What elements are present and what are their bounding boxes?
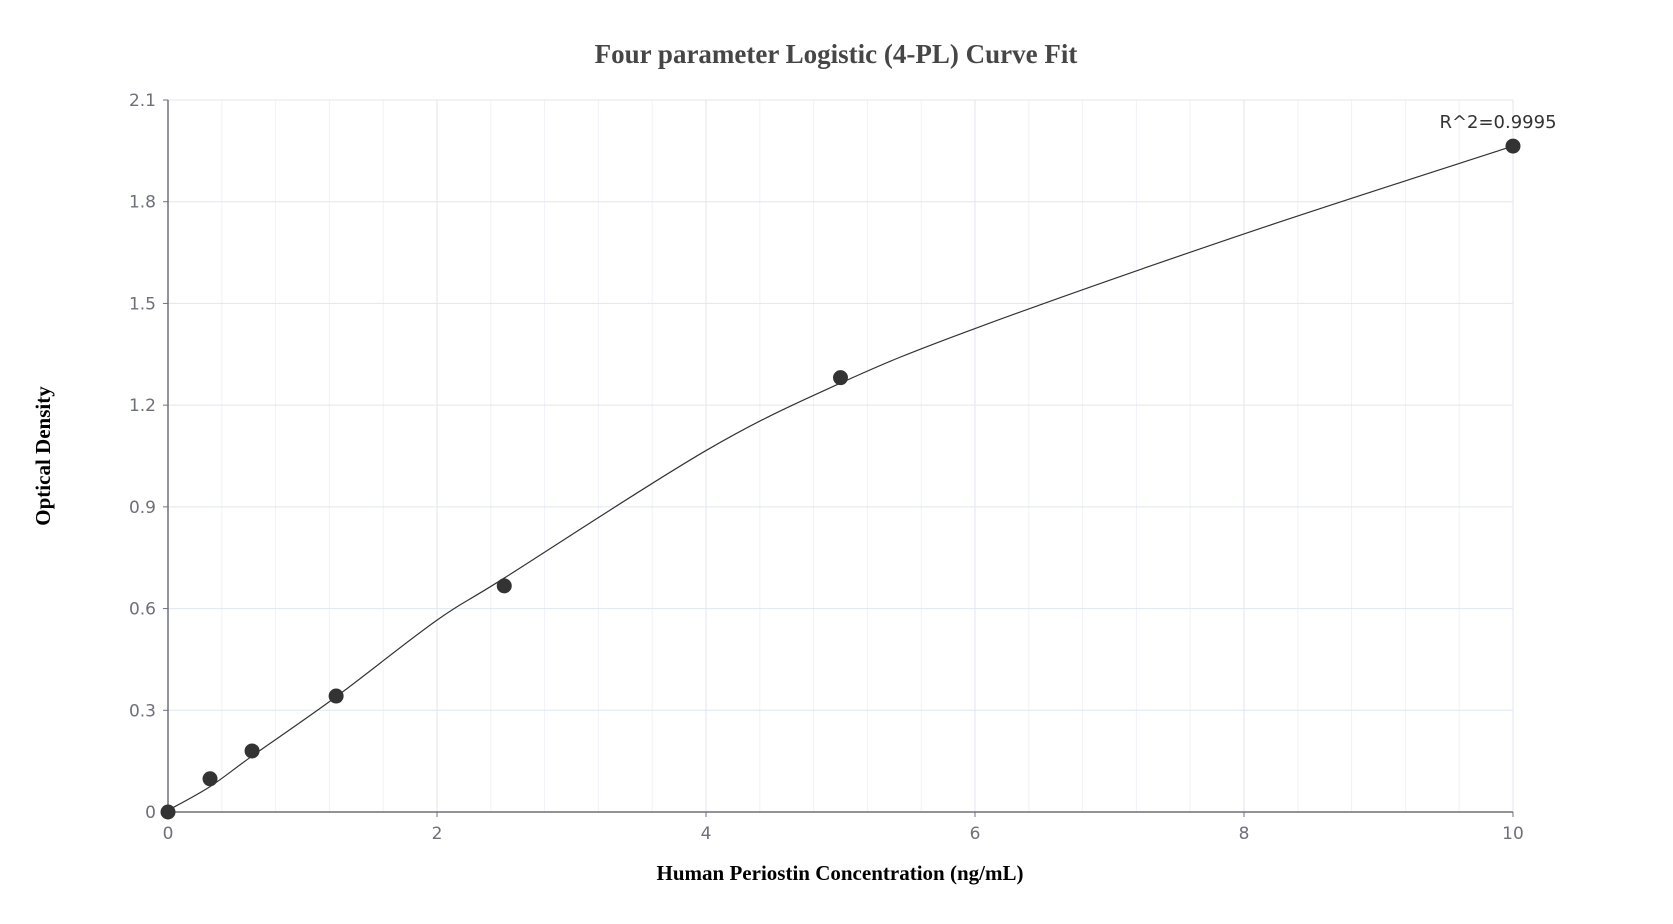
y-axis-title: Optical Density [31, 386, 55, 526]
x-tick-label: 10 [1502, 824, 1524, 844]
y-tick-label: 0.9 [129, 498, 156, 518]
data-point [1505, 138, 1521, 154]
y-tick-label: 0.3 [129, 701, 156, 721]
r-squared-annotation: R^2=0.9995 [1439, 112, 1556, 133]
fit-curve [167, 145, 1514, 811]
y-tick-label: 1.5 [129, 294, 156, 314]
data-point [328, 688, 344, 704]
y-tick-label: 0.6 [129, 600, 156, 620]
x-tick-label: 4 [701, 824, 712, 844]
y-tick-label: 0 [145, 803, 156, 823]
axes: 0 2 4 6 8 10 0 0.3 0.6 0.9 1.2 1.5 1.8 2.1 [129, 91, 1524, 844]
x-axis-title: Human Periostin Concentration (ng/mL) [657, 861, 1024, 885]
data-point [202, 771, 218, 787]
y-tick-label: 1.2 [129, 396, 156, 416]
x-tick-label: 6 [970, 824, 981, 844]
data-point [833, 370, 848, 386]
data-points [160, 138, 1521, 820]
data-point [160, 804, 176, 820]
x-tick-label: 0 [163, 824, 174, 844]
data-point [244, 743, 260, 759]
y-tick-label: 1.8 [129, 193, 156, 213]
grid [167, 99, 1514, 813]
x-tick-label: 8 [1239, 824, 1250, 844]
data-point [496, 578, 512, 594]
chart-title: Four parameter Logistic (4-PL) Curve Fit [595, 39, 1078, 69]
x-tick-label: 2 [432, 824, 443, 844]
y-tick-label: 2.1 [129, 91, 156, 111]
